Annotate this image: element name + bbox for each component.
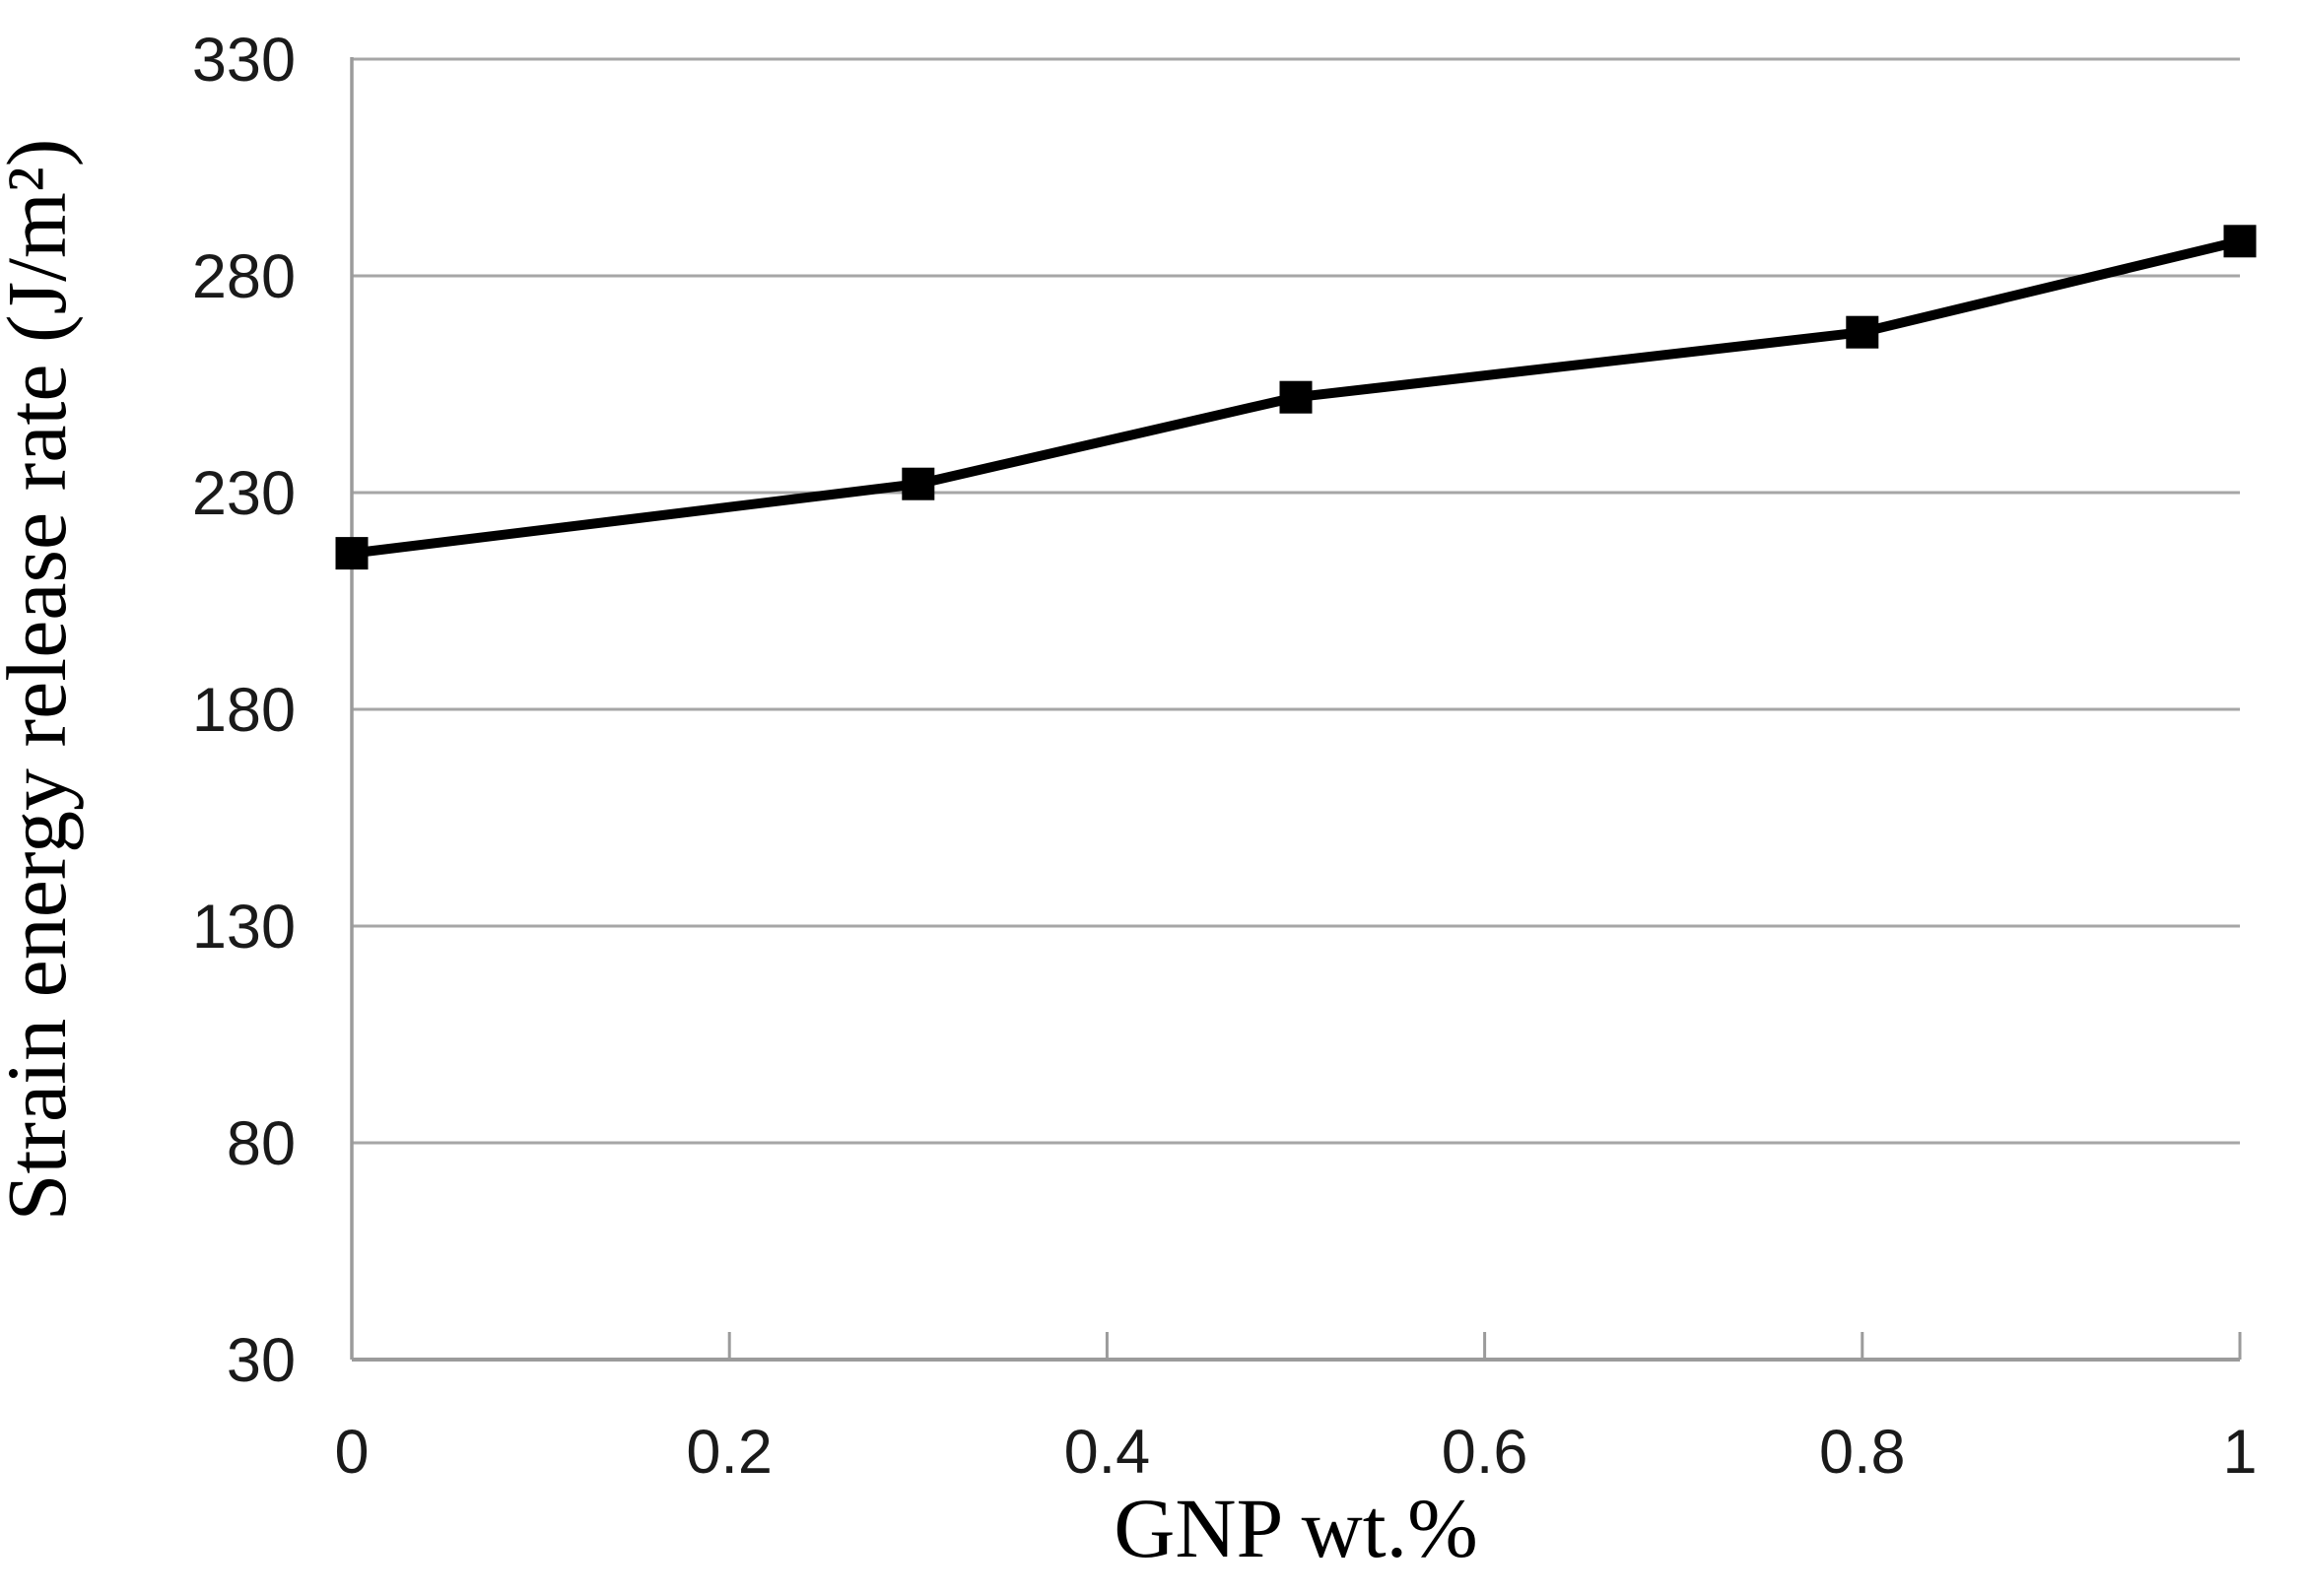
- data-point-marker: [335, 537, 369, 570]
- y-tick-label: 30: [227, 1326, 296, 1395]
- x-tick-label: 0.6: [1442, 1418, 1528, 1487]
- tick-labels-group: 30 80 130 180 230 280 330 0 0.2 0.4 0.6 0.8 1: [192, 26, 2258, 1487]
- x-axis-title: GNP wt.%: [1114, 1481, 1478, 1575]
- axes-group: [350, 57, 2242, 1362]
- x-tick-label: 0: [334, 1418, 369, 1487]
- data-point-marker: [1279, 380, 1313, 414]
- y-tick-label: 230: [192, 459, 296, 528]
- x-tick-label: 0.4: [1064, 1418, 1151, 1487]
- gridlines-group: [352, 57, 2240, 1362]
- y-tick-label: 80: [227, 1109, 296, 1178]
- y-tick-label: 180: [192, 676, 296, 745]
- data-point-marker: [902, 467, 935, 500]
- data-point-marker: [2223, 225, 2257, 258]
- data-point-marker: [1846, 315, 1879, 349]
- x-tick-label: 0.8: [1819, 1418, 1906, 1487]
- y-axis-title: Strain energy release rate (J/m²): [0, 139, 84, 1222]
- x-tick-label: 1: [2222, 1418, 2257, 1487]
- y-tick-label: 330: [192, 26, 296, 95]
- data-series-group: [335, 225, 2257, 570]
- x-tick-label: 0.2: [686, 1418, 773, 1487]
- y-tick-label: 130: [192, 893, 296, 962]
- y-tick-label: 280: [192, 242, 296, 311]
